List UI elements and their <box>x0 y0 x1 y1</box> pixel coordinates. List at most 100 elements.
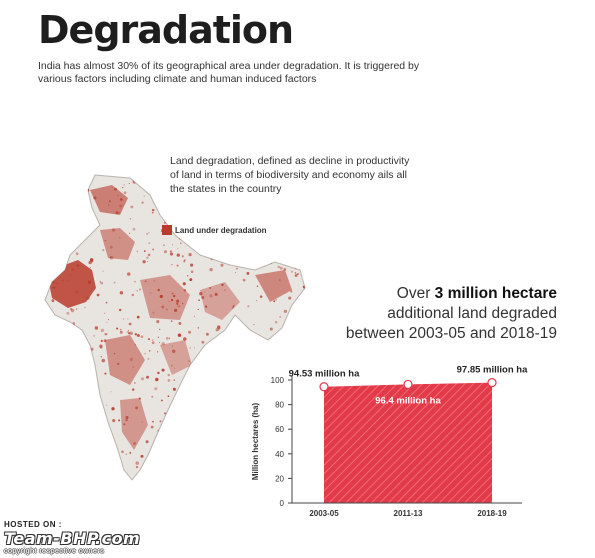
degradation-speck <box>161 368 165 372</box>
degradation-speck <box>176 302 179 305</box>
degradation-speck <box>134 344 136 346</box>
degradation-speck <box>232 190 237 195</box>
degradation-speck <box>46 368 50 373</box>
degradation-speck <box>119 204 123 208</box>
degradation-speck <box>302 227 305 231</box>
degradation-speck <box>105 437 107 439</box>
degradation-speck <box>217 466 221 470</box>
degradation-speck <box>81 178 85 182</box>
degradation-speck <box>278 279 281 281</box>
degradation-speck <box>259 295 263 298</box>
degradation-speck <box>59 207 62 210</box>
map-note: Land degradation, defined as decline in … <box>170 155 410 195</box>
degradation-speck <box>129 451 132 454</box>
degradation-speck <box>104 312 106 314</box>
degradation-speck <box>301 198 305 202</box>
degradation-speck <box>155 455 157 457</box>
degradation-speck <box>60 443 62 445</box>
degradation-speck <box>221 393 226 397</box>
degradation-speck <box>149 292 152 294</box>
degradation-speck <box>225 464 229 468</box>
degradation-speck <box>109 256 112 259</box>
degradation-speck <box>148 231 150 234</box>
degradation-speck <box>302 228 304 230</box>
degradation-speck <box>175 406 178 409</box>
degradation-speck <box>151 341 155 345</box>
degradation-speck <box>115 451 117 453</box>
degradation-speck <box>152 420 154 423</box>
degradation-speck <box>179 420 183 424</box>
degradation-speck <box>176 299 180 303</box>
degradation-speck <box>132 366 134 368</box>
degradation-speck <box>221 283 224 287</box>
degradation-speck <box>58 223 60 225</box>
degradation-speck <box>108 200 111 203</box>
degradation-speck <box>147 253 151 257</box>
degradation-speck <box>181 202 185 206</box>
degradation-speck <box>303 332 305 334</box>
degradation-speck <box>127 272 131 276</box>
degradation-speck <box>219 175 222 177</box>
degradation-speck <box>231 347 233 349</box>
degradation-speck <box>41 345 43 347</box>
degradation-speck <box>169 250 172 253</box>
degradation-speck <box>279 266 283 270</box>
degradation-speck <box>227 349 231 352</box>
degradation-speck <box>122 186 124 189</box>
degradation-speck <box>204 351 207 354</box>
degradation-speck <box>294 272 297 274</box>
y-axis-label: Million hectares (ha) <box>251 402 260 480</box>
degradation-speck <box>70 431 74 435</box>
degradation-speck <box>45 282 49 286</box>
degradation-speck <box>49 413 54 417</box>
degradation-speck <box>47 337 51 341</box>
degradation-speck <box>297 319 301 323</box>
degradation-speck <box>41 234 42 235</box>
degradation-speck <box>128 332 131 335</box>
degradation-speck <box>173 379 176 381</box>
degradation-speck <box>226 239 229 241</box>
data-point <box>319 382 329 392</box>
degradation-speck <box>181 302 184 305</box>
degradation-speck <box>61 419 64 421</box>
degradation-speck <box>127 331 129 333</box>
degradation-speck <box>93 334 95 337</box>
watermark: HOSTED ON : Team-BHP.com copyright respe… <box>4 520 140 555</box>
degradation-speck <box>92 434 96 438</box>
degradation-speck <box>77 238 81 241</box>
degradation-speck <box>235 272 237 274</box>
degradation-speck <box>112 466 115 470</box>
degradation-speck <box>147 357 150 360</box>
degradation-speck <box>309 241 311 243</box>
degradation-speck <box>54 187 57 191</box>
degradation-speck <box>141 421 143 423</box>
degradation-speck <box>302 285 305 289</box>
degradation-speck <box>56 364 59 366</box>
degradation-speck <box>60 390 64 394</box>
degradation-speck <box>222 374 224 377</box>
degradation-speck <box>286 182 289 185</box>
degradation-speck <box>48 455 52 459</box>
degradation-speck <box>92 412 95 415</box>
degradation-speck <box>74 412 76 414</box>
degradation-speck <box>51 299 55 303</box>
degradation-speck <box>225 457 227 460</box>
degradation-speck <box>178 321 182 325</box>
degradation-speck <box>94 395 97 398</box>
degradation-speck <box>136 466 138 469</box>
degradation-speck <box>53 175 55 177</box>
degradation-speck <box>283 268 287 271</box>
degradation-speck <box>206 204 208 206</box>
degradation-speck <box>68 451 71 454</box>
degradation-area <box>324 382 492 503</box>
degradation-speck <box>169 205 172 208</box>
degradation-speck <box>242 278 246 282</box>
degradation-speck <box>45 320 49 324</box>
degradation-speck <box>216 220 220 224</box>
degradation-speck <box>203 375 205 378</box>
degradation-speck <box>215 347 219 352</box>
degradation-speck <box>207 475 211 479</box>
degradation-speck <box>178 414 181 417</box>
degradation-speck <box>113 352 116 355</box>
degradation-speck <box>246 271 250 275</box>
